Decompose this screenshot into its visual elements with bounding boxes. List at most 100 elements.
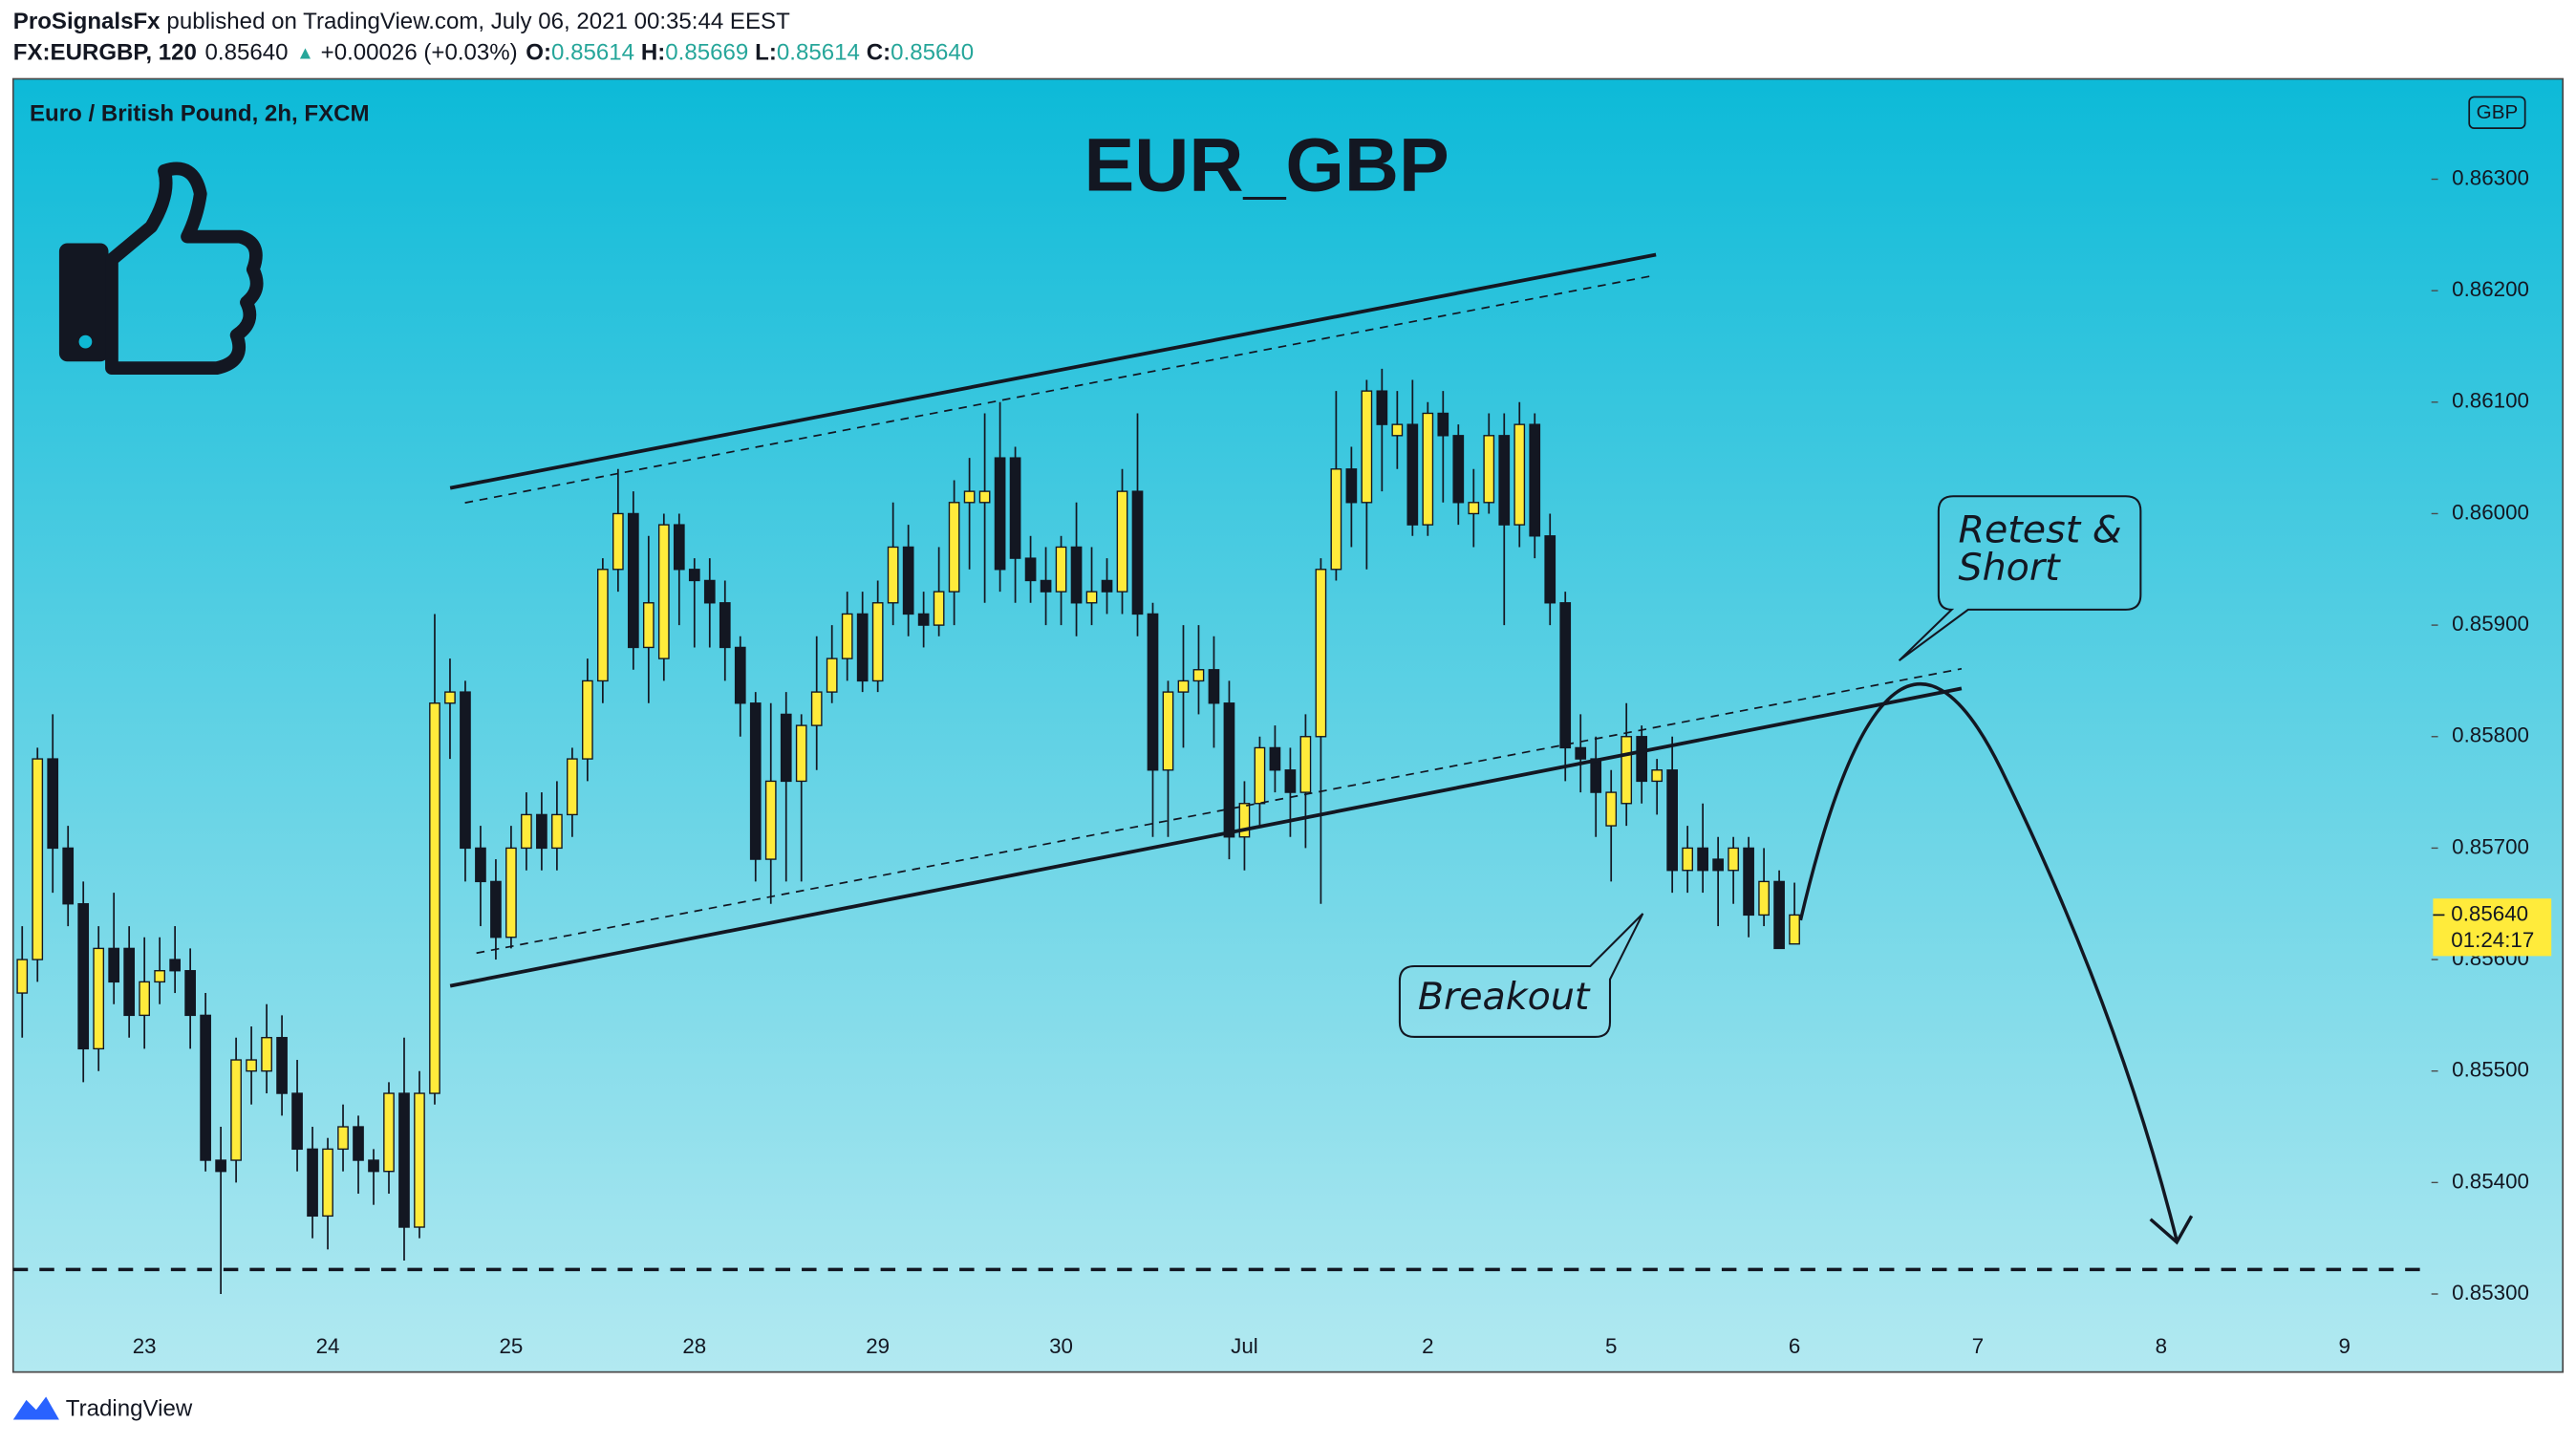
candle-body <box>551 813 563 850</box>
currency: GBP <box>2477 101 2519 123</box>
candle-body <box>1299 736 1312 793</box>
candle-body <box>322 1148 333 1218</box>
candle-body <box>1009 457 1021 559</box>
candle-body <box>398 1092 410 1228</box>
ohlc-label: O: <box>526 40 551 66</box>
candle-body <box>764 780 777 860</box>
published: published on TradingView.com, July 06, 2… <box>166 9 790 34</box>
candle-body <box>291 1092 303 1151</box>
ohlc-value: 0.85640 <box>891 40 974 66</box>
candle-body <box>1330 468 1342 571</box>
candle-body <box>612 512 624 571</box>
candle-body <box>1070 546 1083 604</box>
price-tag-price: 0.85640 <box>2451 901 2528 925</box>
candle-body <box>1682 847 1693 872</box>
candle-body <box>1621 736 1633 805</box>
thumb-dot <box>78 334 93 349</box>
ohlc-label: H: <box>641 40 665 66</box>
publisher: ProSignalsFx <box>13 9 161 34</box>
candle-body <box>1636 736 1648 783</box>
candle-body <box>826 658 838 693</box>
price-tag-countdown: 01:24:17 <box>2451 928 2534 952</box>
candle-body <box>460 691 471 850</box>
x-tick-label: 5 <box>1605 1334 1617 1358</box>
y-tick-label: 0.86200 <box>2452 277 2529 301</box>
thumb-cuff <box>58 243 109 362</box>
ohlc-value: 0.85614 <box>551 40 634 66</box>
x-tick-label: 2 <box>1422 1334 1433 1358</box>
candle-body <box>1131 490 1144 615</box>
candle-body <box>1544 535 1556 604</box>
x-tick-label: 29 <box>866 1334 890 1358</box>
candle-body <box>383 1092 395 1173</box>
candle-body <box>353 1126 364 1161</box>
candle-body <box>1315 569 1327 738</box>
last-price: 0.85640 <box>205 40 289 66</box>
candle-body <box>1024 557 1037 582</box>
candle-body <box>1575 746 1587 760</box>
candle-body <box>1085 591 1098 604</box>
candle-body <box>368 1159 379 1173</box>
currency-badge <box>2468 96 2526 129</box>
candle-body <box>139 981 151 1017</box>
candle-body <box>169 959 181 972</box>
x-tick-label: 25 <box>499 1334 523 1358</box>
change-arrow: ▲ <box>296 44 314 64</box>
candle-body <box>780 713 792 783</box>
candle-body <box>917 613 930 626</box>
candle-body <box>1345 468 1358 504</box>
candle-body <box>108 947 120 983</box>
thumb-icon <box>58 162 264 376</box>
axes: 0.853000.854000.855000.856000.857000.858… <box>12 165 2529 1358</box>
candle-body <box>1559 602 1572 749</box>
candle-body <box>856 613 869 682</box>
candle-body <box>429 702 440 1094</box>
symbol: FX:EURGBP, 120 <box>13 40 197 66</box>
candle-body <box>994 457 1006 571</box>
candle-body <box>1223 702 1235 838</box>
candle-body <box>642 602 655 649</box>
candle-body <box>1773 880 1785 950</box>
candle-body <box>810 691 823 726</box>
candle-body <box>1697 847 1708 872</box>
chart-title: EUR_GBP <box>1084 122 1449 207</box>
x-tick-label: Jul <box>1231 1334 1258 1358</box>
candle-body <box>1712 858 1724 872</box>
drawings <box>449 252 2194 1245</box>
candle-body <box>1529 423 1541 537</box>
candle-body <box>1269 746 1281 771</box>
y-tick-label: 0.85900 <box>2452 612 2529 636</box>
candle-body <box>1468 502 1480 515</box>
annotation: Retest & <box>1958 508 2121 552</box>
candle-body <box>902 546 914 615</box>
candle-body <box>887 546 899 604</box>
candle-body <box>1743 847 1754 917</box>
candle-body <box>1162 691 1174 771</box>
candle-body <box>1483 435 1495 504</box>
candle-body <box>978 490 991 504</box>
candle-body <box>536 813 547 850</box>
candle-body <box>1177 679 1190 693</box>
candle-body <box>795 724 807 783</box>
thumb-hand <box>105 162 264 376</box>
candle-body <box>1422 412 1434 526</box>
candle-body <box>1284 769 1297 793</box>
ohlc-label: L: <box>755 40 777 66</box>
candle-body <box>200 1014 211 1161</box>
candles <box>16 368 1800 1295</box>
candle-body <box>1728 847 1739 872</box>
candle-body <box>963 490 976 504</box>
candle-body <box>47 758 59 850</box>
candle-body <box>93 947 105 1050</box>
brand-logo <box>12 1396 59 1420</box>
candle-body <box>1391 423 1404 437</box>
candle-body <box>475 847 486 883</box>
candle-body <box>1666 769 1679 872</box>
candle-body <box>1040 579 1052 593</box>
channel-upper-dashed <box>464 275 1652 504</box>
candle-body <box>154 970 165 983</box>
candle-body <box>307 1148 318 1218</box>
candle-body <box>703 579 716 604</box>
candle-body <box>77 903 90 1050</box>
quote-line: FX:EURGBP, 120 0.85640 ▲ +0.00026 (+0.03%) O… <box>13 40 974 66</box>
